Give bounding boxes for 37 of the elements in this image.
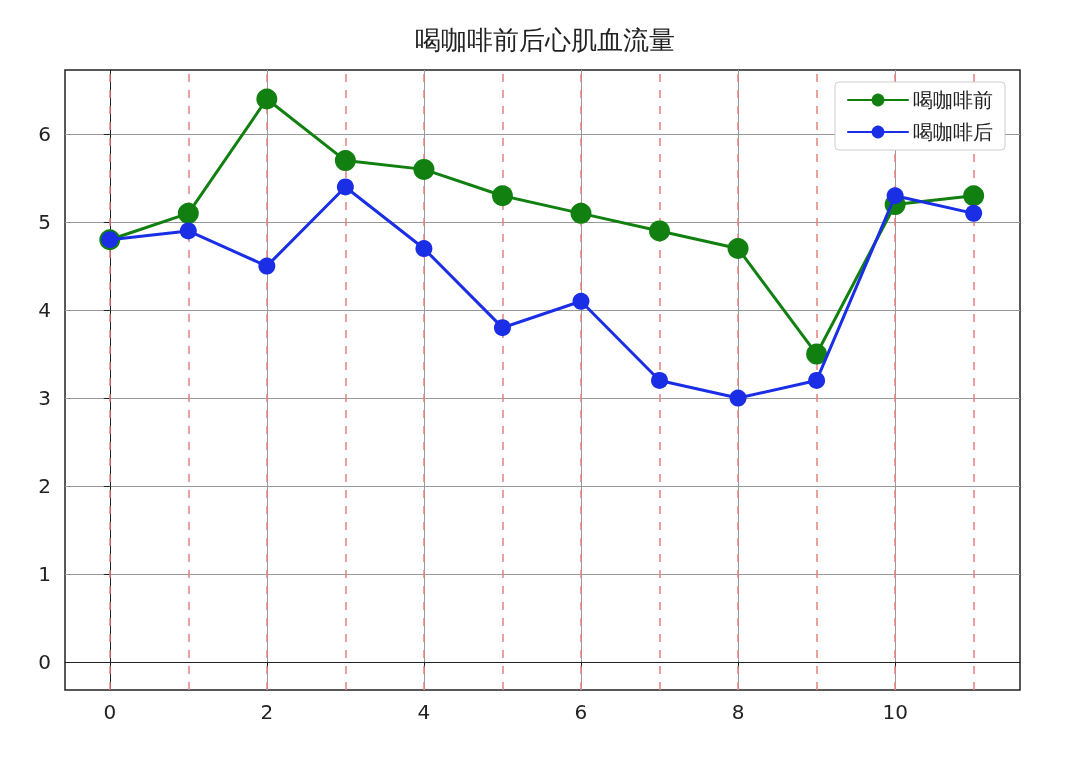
y-tick-label: 1 — [38, 561, 51, 586]
x-tick-label: 4 — [417, 700, 431, 724]
legend-label: 喝咖啡前 — [913, 88, 993, 112]
point — [572, 292, 590, 310]
point — [727, 238, 749, 260]
point — [649, 220, 671, 242]
y-tick-label: 0 — [38, 649, 51, 674]
point — [570, 202, 592, 224]
point — [729, 389, 747, 407]
legend-label: 喝咖啡后 — [913, 120, 993, 144]
point — [886, 187, 904, 205]
point — [179, 222, 197, 240]
point — [334, 150, 356, 172]
point — [177, 202, 199, 224]
point — [258, 257, 276, 275]
chart-title: 喝咖啡前后心肌血流量 — [415, 25, 675, 55]
point — [256, 88, 278, 110]
x-tick-label: 0 — [103, 700, 117, 724]
point — [806, 343, 828, 365]
point — [491, 185, 513, 207]
point — [651, 371, 669, 389]
y-tick-label: 3 — [38, 386, 51, 411]
y-tick-label: 4 — [38, 298, 51, 323]
y-tick-label: 6 — [38, 122, 51, 147]
y-tick-label: 5 — [38, 210, 51, 235]
point — [963, 185, 985, 207]
point — [415, 240, 433, 258]
x-tick-label: 2 — [260, 700, 274, 724]
point — [965, 204, 983, 222]
x-tick-label: 8 — [731, 700, 745, 724]
x-tick-label: 6 — [574, 700, 588, 724]
point — [493, 319, 511, 337]
y-tick-label: 2 — [38, 473, 51, 498]
point — [808, 371, 826, 389]
point — [413, 158, 435, 180]
x-tick-label: 10 — [882, 700, 908, 724]
point — [336, 178, 354, 196]
